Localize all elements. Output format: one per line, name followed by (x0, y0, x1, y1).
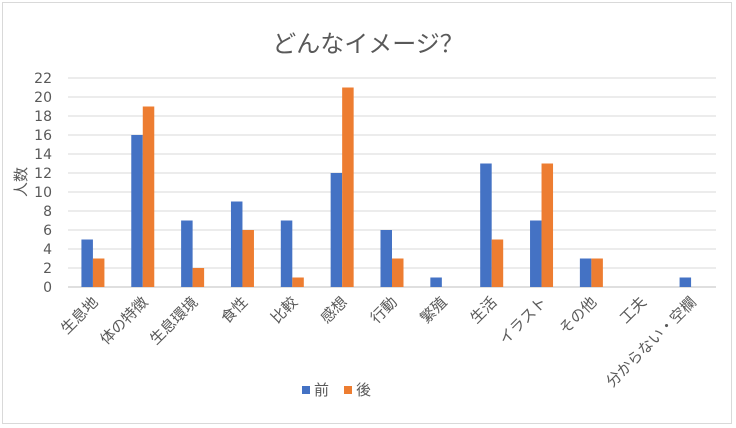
bar-before (131, 135, 143, 287)
gridlines (68, 77, 716, 288)
x-tick-label: 分からない・空欄 (602, 293, 700, 391)
y-tick-label: 12 (34, 166, 52, 182)
bar-before (380, 230, 392, 287)
x-tick-label: その他 (556, 293, 601, 338)
y-tick-label: 20 (34, 90, 52, 106)
y-tick-label: 8 (43, 204, 52, 220)
bar-after (242, 230, 254, 287)
y-tick-label: 10 (34, 185, 52, 201)
y-tick-label: 2 (43, 261, 52, 277)
bar-before (430, 277, 442, 287)
bar-after (192, 268, 205, 287)
legend-label: 前 (314, 381, 329, 399)
legend: 前後 (302, 381, 371, 399)
y-tick-labels: 0 2 4 6 8 10 12 14 16 18 20 22 (34, 71, 52, 296)
bar-after (491, 239, 504, 287)
legend-label: 後 (356, 381, 371, 399)
bar-before (181, 220, 193, 287)
chart-frame (2, 2, 732, 424)
bar-before (530, 220, 542, 287)
x-tick-label: 食性 (217, 293, 251, 327)
x-tick-label: 体の特徴 (96, 293, 151, 348)
bar-after (541, 163, 554, 287)
bar-before (679, 277, 692, 287)
bar-after (92, 258, 105, 287)
x-tick-label: 工夫 (616, 293, 650, 327)
bar-before (579, 258, 592, 287)
y-tick-label: 4 (43, 242, 52, 258)
x-tick-label: 生息地 (57, 293, 102, 338)
legend-swatch (302, 386, 310, 394)
y-tick-label: 14 (34, 147, 52, 163)
bar-before (330, 173, 343, 287)
bar-after (591, 258, 603, 287)
bar-after (292, 277, 304, 287)
x-tick-label: 繁殖 (417, 293, 451, 327)
bar-before (280, 220, 293, 287)
x-tick-label: イラスト (495, 293, 550, 348)
bar-after (392, 258, 404, 287)
x-tick-label: 生息環境 (146, 293, 201, 348)
y-tick-label: 22 (34, 71, 52, 87)
x-tick-label: 感想 (317, 293, 351, 327)
bar-before (230, 201, 243, 287)
y-tick-label: 0 (43, 280, 52, 296)
x-tick-label: 比較 (267, 293, 301, 327)
y-axis-label: 人数 (12, 167, 30, 197)
bars (81, 87, 692, 287)
y-tick-label: 6 (43, 223, 52, 239)
bar-before (480, 163, 492, 287)
legend-swatch (344, 386, 352, 394)
chart-title: どんなイメージ？ (272, 30, 464, 58)
bar-after (142, 106, 155, 287)
y-tick-label: 18 (34, 109, 52, 125)
x-tick-label: 行動 (367, 293, 401, 327)
x-tick-label: 生活 (467, 293, 501, 327)
bar-before (81, 239, 93, 287)
y-tick-label: 16 (34, 128, 52, 144)
bar-after (342, 87, 354, 287)
